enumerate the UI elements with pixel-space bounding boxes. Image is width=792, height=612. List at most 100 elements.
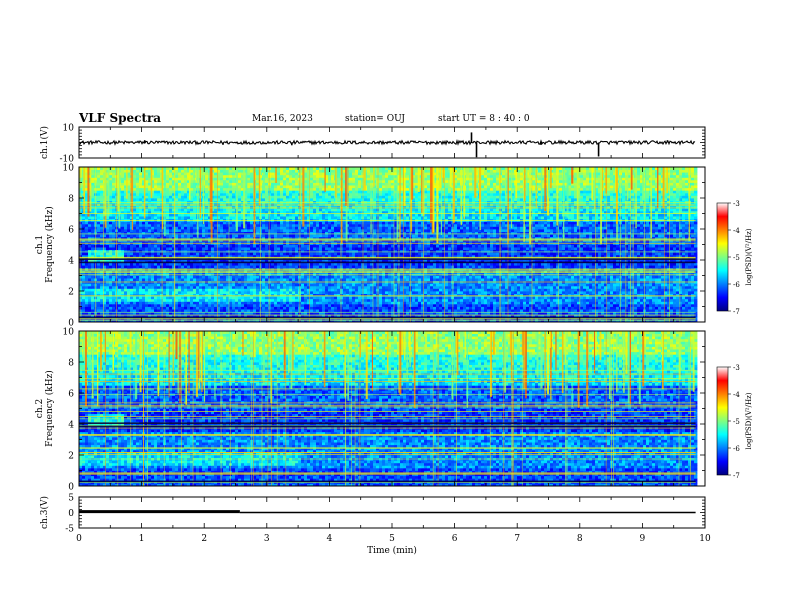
spectrogram-cell [580, 307, 583, 310]
spectrogram-cell [454, 307, 457, 310]
spectrogram-cell [256, 278, 259, 281]
spectrogram-cell [658, 304, 661, 307]
spectrogram-cell [382, 278, 385, 281]
spectrogram-cell [556, 283, 559, 286]
spectrogram-cell [589, 273, 592, 276]
spectrogram-cell [88, 307, 91, 310]
spectrogram-cell [481, 278, 484, 281]
spectrogram-cell [154, 273, 157, 276]
spectrogram-cell [379, 278, 382, 281]
spectrogram-cell [556, 299, 559, 302]
spectrogram-cell [358, 288, 361, 291]
spectrogram-cell [427, 265, 430, 268]
spectrogram-cell [439, 296, 442, 299]
spectrogram-cell [268, 276, 271, 279]
spectrogram-cell [652, 265, 655, 268]
spectrogram-cell [220, 304, 223, 307]
spectrogram-cell [379, 291, 382, 294]
spectrogram-cell [295, 288, 298, 291]
spectrogram-cell [247, 278, 250, 281]
spectrogram-cell [253, 283, 256, 286]
spectrogram-cell [652, 288, 655, 291]
spectrogram-cell [508, 296, 511, 299]
spectrogram-cell [169, 304, 172, 307]
spectrogram-cell [382, 299, 385, 302]
spectrogram-cell [637, 283, 640, 286]
spectrogram-cell [472, 296, 475, 299]
spectrogram-cell [445, 265, 448, 268]
spectrogram-cell [328, 273, 331, 276]
spectrogram-cell [247, 291, 250, 294]
spectrogram-cell [427, 276, 430, 279]
spectrogram-cell [415, 276, 418, 279]
spectrogram-cell [685, 278, 688, 281]
spectrogram-cell [427, 309, 430, 312]
spectrogram-cell [253, 273, 256, 276]
spectrogram-cell [394, 265, 397, 268]
spectrogram-cell [688, 296, 691, 299]
spectrogram-cell [109, 307, 112, 310]
spectrogram-cell [262, 278, 265, 281]
spectrogram-cell [676, 309, 679, 312]
spectrogram-cell [535, 276, 538, 279]
spectrogram-cell [547, 278, 550, 281]
spectrogram-cell [310, 278, 313, 281]
spectrogram-cell [229, 278, 232, 281]
spectrogram-cell [673, 265, 676, 268]
spectrogram-cell [97, 307, 100, 310]
spectrogram-cell [556, 307, 559, 310]
spectrogram-cell [169, 283, 172, 286]
spectrogram-cell [256, 265, 259, 268]
spectrogram-cell [559, 276, 562, 279]
spectrogram-cell [106, 265, 109, 268]
spectrogram-cell [106, 291, 109, 294]
spectrogram-cell [637, 276, 640, 279]
spectrogram-cell [601, 291, 604, 294]
spectrogram-cell [85, 265, 88, 268]
spectrogram-cell [124, 276, 127, 279]
spectrogram-cell [574, 307, 577, 310]
spectrogram-cell [223, 296, 226, 299]
spectrogram-cell [634, 296, 637, 299]
spectrogram-cell [523, 273, 526, 276]
spectrogram-cell [490, 307, 493, 310]
spectrogram-cell [265, 276, 268, 279]
spectrogram-cell [208, 296, 211, 299]
spectrogram-cell [574, 296, 577, 299]
spectrogram-cell [232, 307, 235, 310]
spectrogram-cell [646, 265, 649, 268]
spectrogram-cell [91, 265, 94, 268]
spectrogram-cell [307, 304, 310, 307]
spectrogram-cell [562, 288, 565, 291]
spectrogram-cell [319, 296, 322, 299]
spectrogram-cell [388, 299, 391, 302]
spectrogram-cell [475, 304, 478, 307]
spectrogram-cell [373, 307, 376, 310]
spectrogram-cell [127, 304, 130, 307]
spectrogram-cell [280, 283, 283, 286]
spectrogram-cell [694, 296, 697, 299]
spectrogram-cell [328, 307, 331, 310]
spectrogram-cell [652, 296, 655, 299]
spectrogram-cell [205, 299, 208, 302]
spectrogram-cell [655, 307, 658, 310]
spectrogram-cell [337, 273, 340, 276]
spectrogram-cell [355, 278, 358, 281]
spectrogram-cell [520, 278, 523, 281]
spectrogram-cell [286, 299, 289, 302]
spectrogram-cell [487, 278, 490, 281]
spectrogram-cell [289, 273, 292, 276]
spectrogram-cell [223, 307, 226, 310]
spectrogram-cell [487, 309, 490, 312]
spectrogram-cell [154, 309, 157, 312]
spectrogram-cell [229, 307, 232, 310]
spectrogram-cell [661, 299, 664, 302]
spectrogram-cell [520, 307, 523, 310]
spectrogram-cell [682, 291, 685, 294]
spectrogram-cell [136, 283, 139, 286]
spectrogram-cell [352, 296, 355, 299]
spectrogram-cell [454, 265, 457, 268]
spectrogram-cell [499, 299, 502, 302]
spectrogram-cell [166, 278, 169, 281]
spectrogram-cell [394, 283, 397, 286]
